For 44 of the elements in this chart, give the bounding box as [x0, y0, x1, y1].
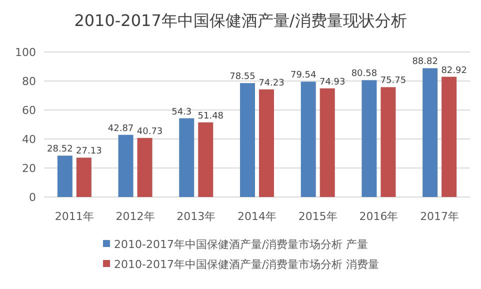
y-tick-label: 20 [22, 162, 36, 175]
bar [76, 158, 92, 197]
bar [422, 68, 438, 197]
x-tick-label: 2015年 [298, 210, 338, 223]
bar [320, 88, 335, 197]
data-label: 28.52 [47, 144, 73, 155]
x-tick-label: 2014年 [238, 210, 276, 223]
data-label: 54.3 [172, 107, 192, 118]
bar [179, 118, 194, 197]
data-label: 27.13 [76, 146, 102, 157]
data-label: 40.73 [136, 126, 163, 137]
x-tick-label: 2017年 [420, 210, 460, 223]
data-label: 75.75 [380, 76, 406, 86]
bar [198, 122, 214, 197]
legend-label: 2010-2017年中国保健酒产量/消费量市场分析 产量 [114, 238, 368, 251]
x-tick-label: 2011年 [54, 210, 94, 223]
x-tick-label: 2016年 [359, 210, 398, 223]
data-label: 42.87 [108, 124, 134, 134]
y-tick-label: 60 [22, 104, 36, 117]
bar [300, 82, 316, 197]
chart-title: 2010-2017年中国保健酒产量/消费量现状分析 [74, 11, 407, 30]
data-label: 88.82 [412, 57, 438, 68]
bar [57, 156, 72, 197]
bar [362, 80, 377, 197]
data-label: 80.58 [351, 69, 378, 80]
x-tick-label: 2013年 [176, 210, 216, 223]
x-tick-label: 2012年 [116, 210, 155, 223]
bar [137, 138, 152, 197]
bar [380, 87, 396, 197]
bar [259, 89, 274, 197]
y-tick-label: 40 [22, 133, 36, 146]
y-tick-label: 0 [29, 191, 36, 204]
bar [240, 83, 255, 197]
bar [442, 76, 457, 197]
data-label: 74.23 [258, 78, 284, 88]
data-label: 51.48 [198, 111, 224, 122]
data-label: 78.55 [230, 72, 256, 82]
legend-label: 2010-2017年中国保健酒产量/消费量市场分析 消费量 [114, 258, 380, 271]
bar [118, 134, 134, 197]
data-label: 74.93 [319, 77, 346, 88]
data-label: 82.92 [441, 66, 467, 76]
data-label: 79.54 [290, 70, 317, 81]
y-tick-label: 100 [15, 46, 36, 59]
y-tick-label: 80 [22, 75, 36, 88]
